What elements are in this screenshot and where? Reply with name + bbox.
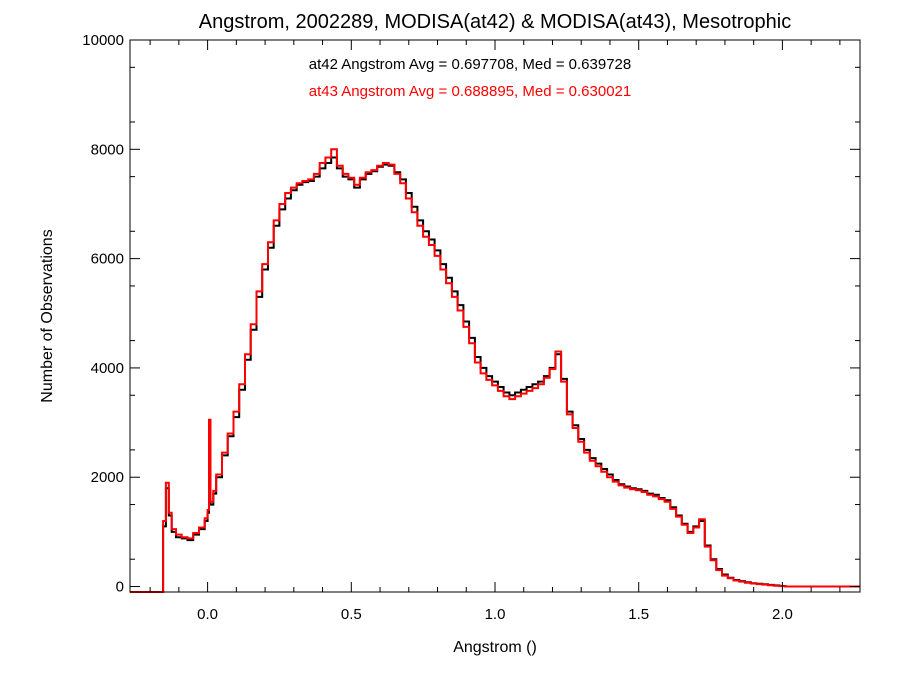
x-tick-label: 0.0 [197,606,218,623]
y-axis-label: Number of Observations [39,229,56,402]
series-layer [130,148,860,593]
annotation-at43: at43 Angstrom Avg = 0.688895, Med = 0.63… [309,83,631,100]
y-tick-label: 2000 [91,469,124,486]
x-axis-label: Angstrom () [453,639,537,656]
y-tick-label: 6000 [91,251,124,268]
chart-title: Angstrom, 2002289, MODISA(at42) & MODISA… [199,11,791,33]
x-tick-label: 0.5 [341,606,362,623]
y-tick-label: 0 [116,579,124,596]
y-tick-label: 8000 [91,141,124,158]
plot-frame [129,39,861,593]
ticks-layer: 0.0 0.5 1.0 1.5 2.0 0 2000 4000 6000 8000 10000 [82,32,860,623]
series-line-1 [130,148,860,593]
x-tick-label: 1.0 [485,606,506,623]
series-line-0 [130,156,860,593]
y-tick-label: 4000 [91,360,124,377]
x-tick-label: 1.5 [628,606,649,623]
annotation-at42: at42 Angstrom Avg = 0.697708, Med = 0.63… [309,56,631,73]
x-tick-label: 2.0 [772,606,793,623]
plot-area: 0.0 0.5 1.0 1.5 2.0 0 2000 4000 6000 8000 10000 [82,32,861,623]
y-tick-label: 10000 [82,32,124,49]
